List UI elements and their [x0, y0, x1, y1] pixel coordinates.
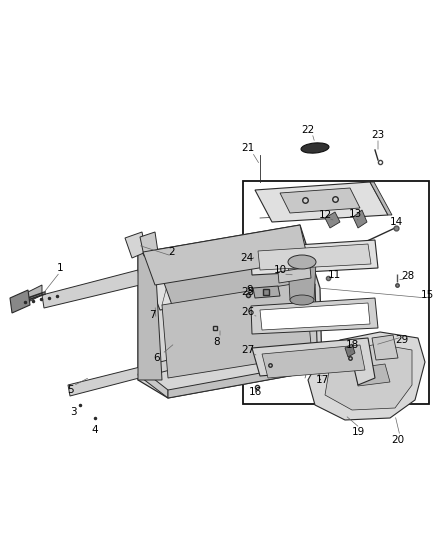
- Text: 6: 6: [154, 353, 160, 363]
- Text: 27: 27: [241, 345, 254, 355]
- Text: 29: 29: [396, 335, 409, 345]
- Polygon shape: [125, 232, 146, 258]
- Polygon shape: [353, 210, 367, 228]
- Text: 18: 18: [346, 340, 359, 350]
- Polygon shape: [42, 270, 140, 308]
- Text: 3: 3: [70, 407, 76, 417]
- Polygon shape: [168, 362, 322, 398]
- Polygon shape: [138, 225, 322, 398]
- Text: 5: 5: [67, 385, 73, 395]
- Polygon shape: [370, 182, 392, 215]
- Polygon shape: [68, 360, 170, 396]
- Ellipse shape: [290, 295, 314, 305]
- Text: 13: 13: [348, 209, 362, 219]
- Polygon shape: [138, 228, 315, 310]
- Polygon shape: [308, 332, 425, 420]
- Polygon shape: [345, 344, 355, 357]
- Polygon shape: [325, 212, 340, 228]
- Text: 9: 9: [247, 285, 253, 295]
- Polygon shape: [140, 232, 158, 256]
- Polygon shape: [252, 338, 375, 385]
- Text: 22: 22: [301, 125, 314, 135]
- Polygon shape: [22, 285, 42, 305]
- Text: 10: 10: [273, 265, 286, 275]
- Polygon shape: [250, 240, 378, 275]
- Polygon shape: [138, 252, 162, 380]
- Text: 17: 17: [315, 375, 328, 385]
- Polygon shape: [251, 298, 378, 334]
- Text: 1: 1: [57, 263, 64, 273]
- Text: 14: 14: [389, 217, 403, 227]
- Text: 2: 2: [169, 247, 175, 257]
- Polygon shape: [295, 228, 318, 370]
- Text: 25: 25: [241, 287, 254, 297]
- Text: 24: 24: [240, 253, 254, 263]
- Text: 26: 26: [241, 307, 254, 317]
- Polygon shape: [155, 233, 308, 305]
- Polygon shape: [162, 282, 312, 378]
- Polygon shape: [253, 286, 280, 298]
- Bar: [243, 181, 429, 404]
- Text: 8: 8: [214, 337, 220, 347]
- Ellipse shape: [301, 143, 329, 153]
- Polygon shape: [372, 335, 398, 360]
- Ellipse shape: [288, 255, 316, 269]
- Polygon shape: [255, 182, 388, 222]
- Polygon shape: [280, 188, 360, 213]
- Polygon shape: [325, 344, 412, 410]
- Polygon shape: [143, 225, 308, 285]
- Polygon shape: [258, 244, 371, 270]
- Text: 23: 23: [371, 130, 385, 140]
- Text: 16: 16: [248, 387, 261, 397]
- Text: 20: 20: [392, 435, 405, 445]
- Polygon shape: [10, 290, 30, 313]
- Text: 7: 7: [148, 310, 155, 320]
- Text: 28: 28: [401, 271, 415, 281]
- Text: 11: 11: [327, 270, 341, 280]
- Polygon shape: [138, 368, 168, 398]
- Polygon shape: [355, 364, 390, 386]
- Text: 12: 12: [318, 210, 332, 220]
- Polygon shape: [262, 345, 365, 378]
- Text: 19: 19: [351, 427, 364, 437]
- Polygon shape: [260, 303, 370, 330]
- Polygon shape: [288, 262, 316, 300]
- Polygon shape: [278, 267, 311, 283]
- Text: 15: 15: [420, 290, 434, 300]
- Text: 4: 4: [92, 425, 98, 435]
- Text: 21: 21: [241, 143, 254, 153]
